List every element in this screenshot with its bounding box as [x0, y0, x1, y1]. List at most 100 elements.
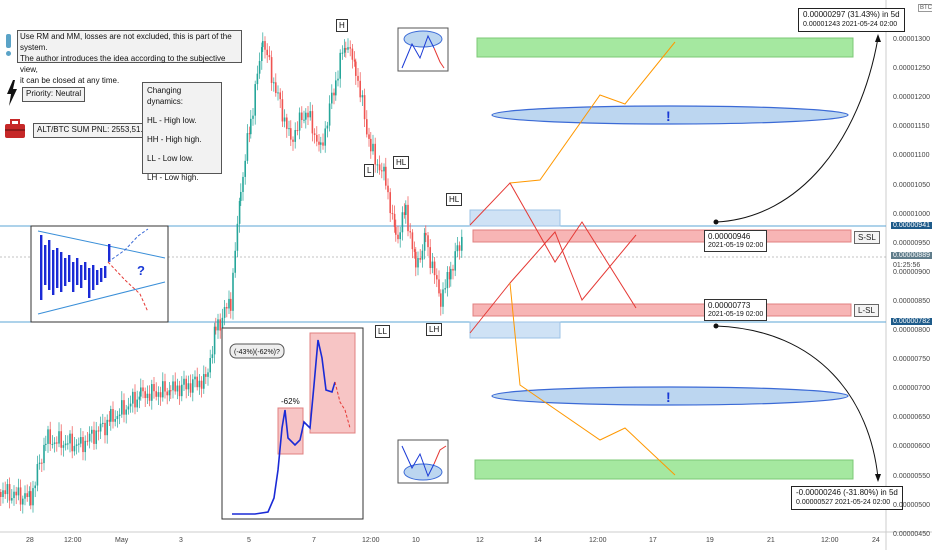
candle-body: [403, 212, 406, 215]
upper-target-zone[interactable]: [476, 37, 854, 58]
candle-body: [127, 406, 130, 410]
pump-zone-1: [277, 407, 304, 455]
long-level-label: 0.00000773 2021-05-19 02:00: [704, 299, 768, 321]
candle-body: [71, 433, 73, 452]
up-pattern-red: [433, 47, 445, 69]
candle-body: [129, 403, 132, 407]
candle-body: [440, 293, 442, 307]
candle-body: [88, 433, 91, 442]
down-pattern-blue: [401, 445, 435, 478]
candle-body: [47, 429, 49, 444]
up-callout-line2: 0.00001243 2021-05-24 02:00: [803, 21, 898, 28]
upper-blue-zone[interactable]: [469, 209, 561, 227]
price-tick: 0.00001050: [893, 181, 930, 189]
note-line-2: The author introduces the idea according…: [20, 54, 226, 74]
candle-body: [378, 164, 381, 171]
candle-body: [450, 268, 452, 280]
candle-body: [347, 47, 349, 50]
candle-body: [238, 201, 241, 224]
candle-body: [209, 358, 211, 373]
candle-body: [389, 192, 391, 214]
candle-body: [273, 82, 275, 84]
time-tick: 19: [706, 537, 714, 544]
candle-body: [215, 326, 217, 331]
candle-body: [345, 47, 347, 50]
price-tick: 0.00001300: [893, 36, 930, 43]
candle-body: [425, 232, 427, 236]
down-arc-start: [713, 323, 719, 329]
dynamics-hl: HL - High low.: [147, 116, 197, 125]
candle-body: [275, 82, 277, 94]
short-stop-zone[interactable]: [472, 229, 852, 243]
down-pattern-ellipse: [403, 463, 443, 481]
candle-body: [73, 445, 76, 452]
candle-body: [331, 92, 333, 104]
candle-body: [6, 484, 9, 495]
triangle-top-line: [37, 230, 166, 259]
lower-ellipse[interactable]: [491, 386, 849, 406]
dynamics-legend: Changing dynamics: HL - High low. HH - H…: [142, 82, 222, 182]
inset-up-path: [107, 228, 149, 263]
candle-body: [108, 419, 111, 422]
down-callout-line1: -0.00000246 (-31.80%) in 5d: [796, 488, 898, 497]
candle-body: [64, 443, 67, 446]
up-arc-arrow: [875, 34, 881, 42]
candle-body: [431, 261, 434, 269]
long-stop-zone[interactable]: [472, 303, 852, 317]
candle-body: [19, 487, 22, 505]
candle-body: [168, 390, 171, 396]
candle-body: [134, 391, 136, 408]
inset-bar: [72, 262, 75, 292]
candle-body: [56, 442, 58, 444]
time-tick: 12:00: [589, 537, 607, 544]
lower-target-zone[interactable]: [474, 459, 854, 480]
candle-body: [159, 392, 162, 398]
upper-ellipse[interactable]: [491, 105, 849, 125]
candle-body: [409, 231, 411, 233]
candlesticks: [0, 32, 463, 514]
info-dot-icon: [6, 51, 11, 56]
time-tick: 28: [26, 537, 34, 544]
inset-bar: [104, 266, 107, 278]
inset-bar: [88, 268, 91, 298]
candle-body: [203, 374, 205, 389]
inset-bar: [68, 255, 71, 282]
inset-bar: [76, 258, 79, 285]
candle-body: [448, 271, 451, 280]
candle-body: [30, 491, 32, 506]
candle-body: [399, 232, 401, 240]
candle-body: [461, 236, 463, 251]
candle-body: [374, 143, 376, 165]
candle-body: [106, 419, 108, 436]
candle-body: [393, 213, 396, 228]
candle-body: [407, 204, 409, 232]
candle-body: [270, 57, 273, 83]
time-tick: May: [115, 537, 129, 544]
candle-body: [84, 440, 86, 453]
pump-line: [232, 339, 336, 515]
down-arc-arrow: [875, 474, 881, 482]
candle-body: [60, 431, 62, 448]
currency-badge[interactable]: BTC: [918, 4, 932, 12]
candle-body: [353, 59, 356, 62]
candle-body: [17, 487, 20, 496]
inset-bars: [40, 235, 111, 300]
candle-body: [170, 390, 172, 392]
candle-body: [232, 272, 234, 311]
candle-body: [246, 133, 249, 161]
candle-body: [283, 117, 286, 122]
candle-body: [95, 430, 97, 444]
candle-body: [2, 490, 4, 497]
candle-body: [102, 422, 104, 424]
up-pattern-blue: [401, 34, 435, 69]
up-arc-start: [713, 219, 719, 225]
price-tick: 0.00001100: [893, 152, 930, 160]
candle-body: [45, 443, 47, 445]
candle-body: [320, 142, 322, 145]
candle-body: [266, 49, 268, 56]
candle-body: [41, 462, 43, 464]
candle-body: [281, 99, 284, 122]
candle-body: [397, 234, 399, 240]
candle-body: [294, 130, 296, 142]
